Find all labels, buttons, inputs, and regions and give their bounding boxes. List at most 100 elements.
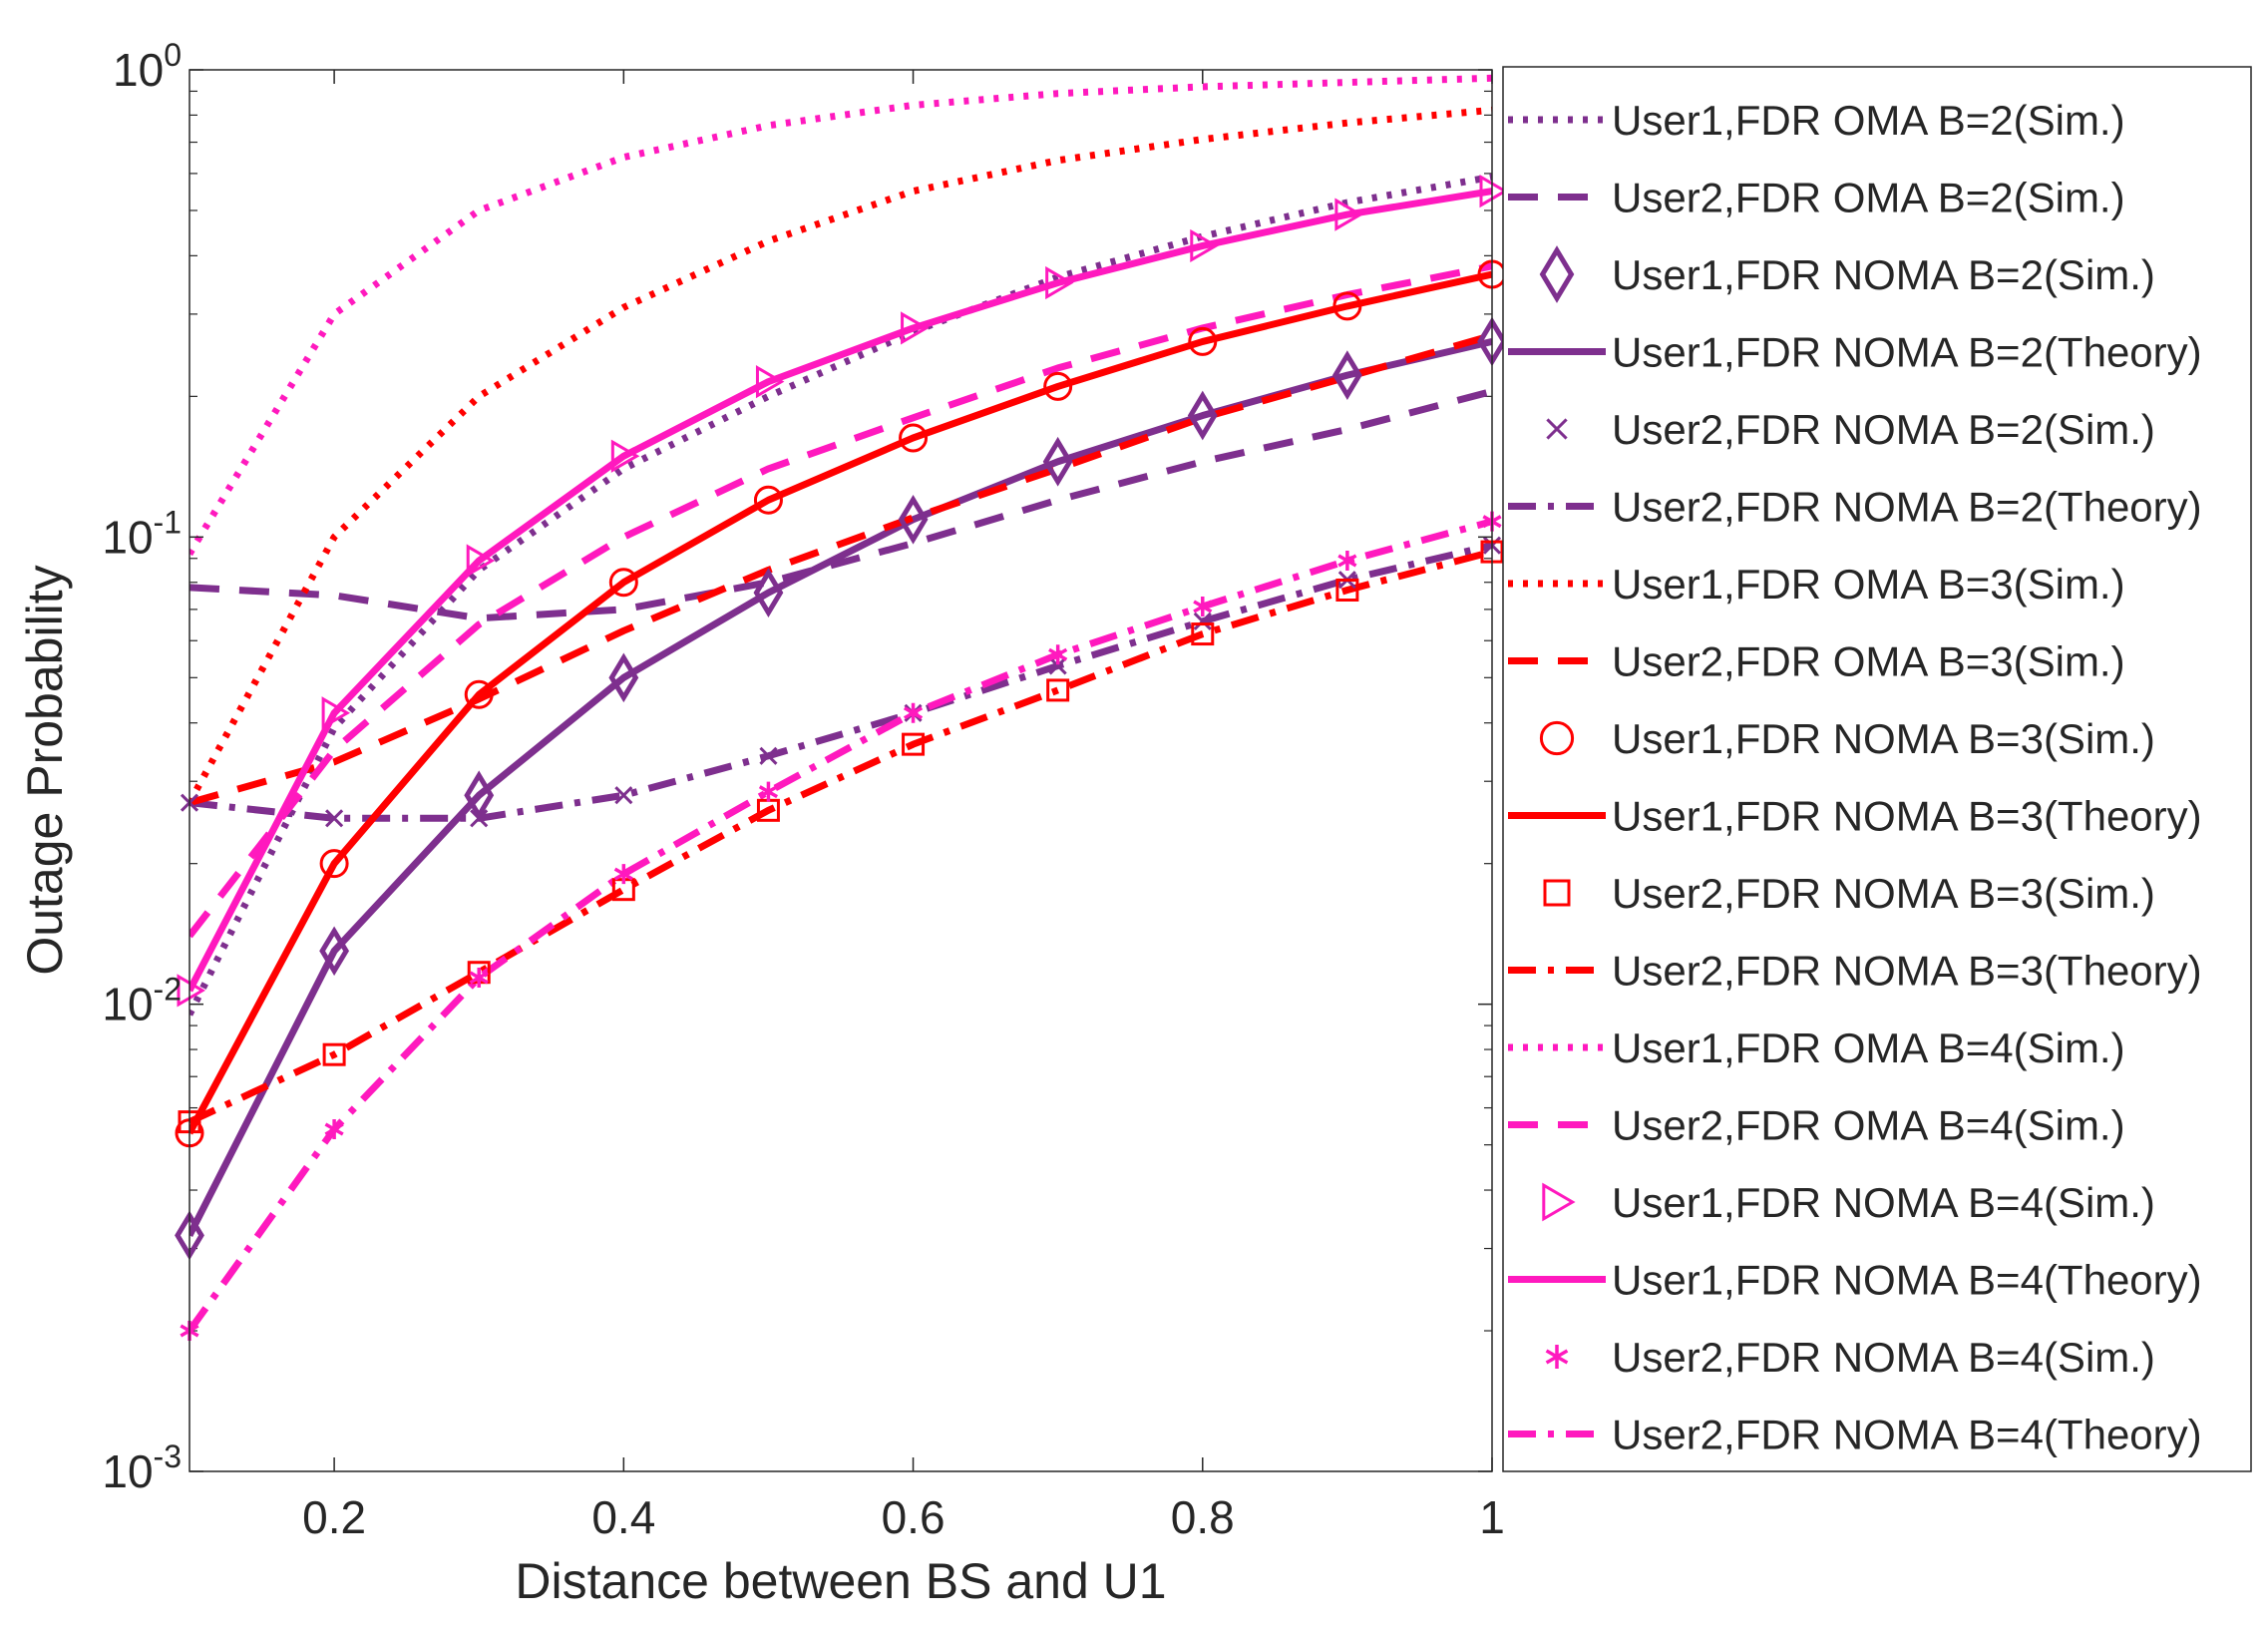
legend-label: User1,FDR NOMA B=2(Theory): [1612, 329, 2202, 376]
x-tick-label: 1: [1479, 1491, 1505, 1543]
legend-label: User1,FDR NOMA B=4(Theory): [1612, 1257, 2202, 1304]
legend-label: User2,FDR OMA B=4(Sim.): [1612, 1102, 2125, 1149]
data-point-marker: [614, 786, 633, 805]
legend-item: User2,FDR NOMA B=4(Sim.): [1545, 1334, 2155, 1381]
data-point-marker: [608, 568, 638, 598]
legend-label: User1,FDR NOMA B=3(Theory): [1612, 793, 2202, 840]
series-line: [189, 387, 1492, 622]
legend-label: User2,FDR NOMA B=4(Sim.): [1612, 1334, 2155, 1381]
data-point-marker: [753, 485, 783, 515]
data-point-marker: [898, 494, 929, 545]
data-point-marker: [610, 439, 640, 473]
data-point-marker: [319, 926, 350, 977]
legend-item: User2,FDR NOMA B=3(Sim.): [1543, 870, 2155, 917]
legend-item: User2,FDR NOMA B=2(Sim.): [1546, 406, 2155, 453]
data-point-marker: [899, 423, 929, 453]
legend-item: User1,FDR NOMA B=4(Sim.): [1542, 1179, 2155, 1226]
data-point-marker: [319, 849, 349, 879]
data-point-marker: [759, 746, 778, 765]
legend-marker-sample: [1543, 879, 1571, 907]
legend-item: User2,FDR NOMA B=4(Theory): [1508, 1412, 2202, 1458]
series-line: [189, 518, 1492, 1334]
data-point-marker: [1193, 596, 1213, 616]
x-tick-label: 0.2: [302, 1491, 366, 1543]
legend-label: User2,FDR NOMA B=3(Sim.): [1612, 870, 2155, 917]
data-point-marker: [1190, 228, 1219, 263]
data-point-marker: [1045, 265, 1074, 300]
series-layer: [189, 74, 1492, 1334]
legend-marker-sample: [1539, 245, 1575, 303]
data-point-marker: [608, 652, 639, 703]
data-point-marker: [613, 864, 633, 885]
data-point-marker: [177, 974, 205, 1008]
legend-item: User1,FDR OMA B=2(Sim.): [1508, 97, 2125, 144]
data-point-marker: [321, 696, 351, 730]
data-point-marker: [753, 568, 784, 618]
series-markers: [177, 174, 1508, 1008]
legend-marker-sample: [1546, 418, 1568, 440]
data-point-marker: [1048, 644, 1068, 665]
legend-item: User2,FDR OMA B=2(Sim.): [1508, 175, 2125, 221]
legend-label: User2,FDR OMA B=3(Sim.): [1612, 638, 2125, 685]
y-tick-exponent: -3: [154, 1438, 182, 1474]
data-point-marker: [466, 544, 496, 578]
legend-item: User1,FDR NOMA B=4(Theory): [1508, 1257, 2202, 1304]
x-tick-label: 0.6: [882, 1491, 945, 1543]
data-point-marker: [903, 702, 924, 723]
data-point-marker: [322, 1042, 346, 1066]
legend-item: User1,FDR NOMA B=2(Sim.): [1539, 245, 2155, 303]
data-point-marker: [1334, 198, 1363, 231]
series-line: [189, 331, 1492, 807]
data-point-marker: [1188, 326, 1218, 356]
legend-marker-sample: [1539, 720, 1575, 756]
y-tick-exponent: 0: [164, 37, 182, 73]
legend-label: User2,FDR OMA B=2(Sim.): [1612, 175, 2125, 221]
series-line: [189, 270, 1492, 1135]
data-point-marker: [324, 1119, 344, 1139]
y-axis-label: Outage Probability: [17, 565, 73, 975]
legend-item: User2,FDR OMA B=3(Sim.): [1508, 638, 2125, 685]
y-tick-label: 10-2: [102, 972, 182, 1030]
data-point-marker: [1479, 174, 1508, 208]
series-line: [189, 542, 1492, 822]
data-point-marker: [464, 679, 494, 709]
y-tick-base: 10: [102, 511, 153, 563]
legend-item: User2,FDR NOMA B=2(Theory): [1508, 484, 2202, 531]
legend-item: User1,FDR OMA B=3(Sim.): [1508, 561, 2125, 608]
legend-marker-sample: [1545, 1345, 1569, 1369]
y-tick-label: 100: [113, 37, 182, 96]
data-point-marker: [1331, 350, 1362, 400]
data-point-marker: [469, 968, 489, 989]
x-tick-label: 0.4: [591, 1491, 655, 1543]
data-point-marker: [1043, 371, 1073, 401]
y-tick-base: 10: [113, 44, 164, 96]
series-markers: [175, 259, 1507, 1148]
data-point-marker: [1042, 436, 1073, 487]
legend-label: User1,FDR NOMA B=2(Sim.): [1612, 251, 2155, 298]
data-point-marker: [755, 365, 785, 399]
legend-item: User1,FDR NOMA B=3(Sim.): [1539, 715, 2155, 762]
data-point-marker: [1046, 678, 1070, 702]
data-point-marker: [902, 732, 926, 756]
data-point-marker: [901, 311, 930, 345]
legend: User1,FDR OMA B=2(Sim.) User2,FDR OMA B=2…: [1502, 66, 2252, 1472]
legend-item: User1,FDR NOMA B=3(Theory): [1508, 793, 2202, 840]
data-point-marker: [1191, 622, 1215, 646]
legend-item: User1,FDR OMA B=4(Sim.): [1508, 1024, 2125, 1071]
data-point-marker: [1337, 551, 1357, 572]
legend-label: User1,FDR NOMA B=3(Sim.): [1612, 715, 2155, 762]
data-point-marker: [464, 770, 495, 821]
legend-label: User1,FDR NOMA B=4(Sim.): [1612, 1179, 2155, 1226]
legend-item: User2,FDR OMA B=4(Sim.): [1508, 1102, 2125, 1149]
y-tick-base: 10: [102, 1445, 153, 1497]
data-point-marker: [1332, 291, 1362, 321]
legend-label: User1,FDR OMA B=3(Sim.): [1612, 561, 2125, 608]
data-point-marker: [1187, 390, 1218, 441]
legend-item: User1,FDR NOMA B=2(Theory): [1508, 329, 2202, 376]
y-tick-exponent: -2: [154, 972, 182, 1008]
x-axis-label: Distance between BS and U1: [515, 1553, 1166, 1609]
x-tick-label: 0.8: [1171, 1491, 1235, 1543]
legend-label: User2,FDR NOMA B=2(Theory): [1612, 484, 2202, 531]
